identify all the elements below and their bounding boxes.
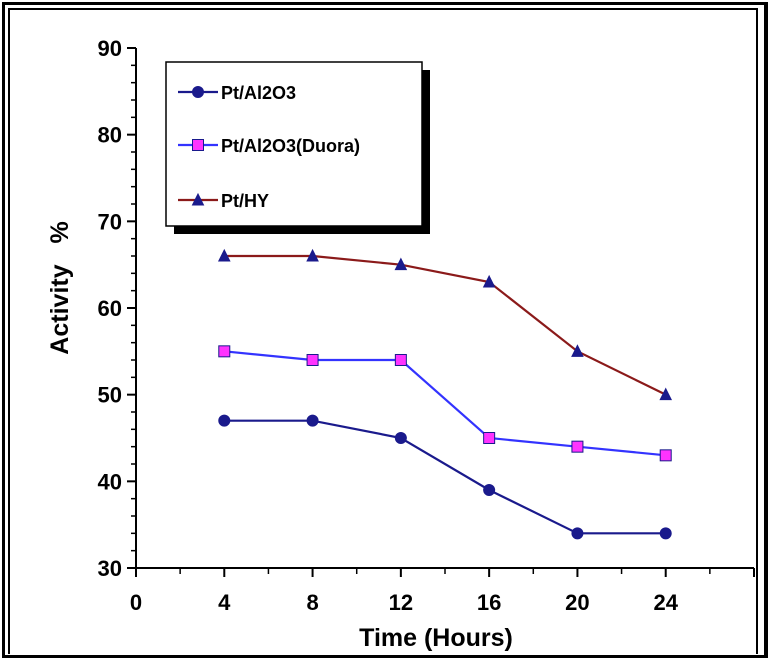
data-point bbox=[659, 387, 673, 401]
series-layer bbox=[217, 248, 673, 540]
series-pt-al2o3-duora bbox=[218, 345, 672, 462]
legend-item: Pt/Al2O3(Duora) bbox=[178, 136, 360, 156]
data-point bbox=[218, 345, 231, 358]
x-tick-label: 12 bbox=[389, 590, 413, 615]
axes: 30 40 50 60 70 80 90 0 4 8 12 16 20 24 bbox=[98, 36, 755, 615]
data-point bbox=[394, 257, 408, 271]
legend-marker bbox=[192, 86, 204, 98]
y-axis-title: Activity % bbox=[46, 221, 74, 354]
x-tick-label: 24 bbox=[653, 590, 678, 615]
y-tick-label: 30 bbox=[98, 556, 122, 581]
series-line bbox=[224, 254, 667, 396]
y-tick-label: 90 bbox=[98, 36, 122, 61]
series-pt-al2o3 bbox=[218, 414, 672, 540]
x-axis-title: Time (Hours) bbox=[359, 624, 513, 652]
data-point bbox=[483, 484, 496, 496]
chart-inner-frame bbox=[8, 8, 758, 654]
y-tick-label: 40 bbox=[98, 469, 122, 494]
legend: Pt/Al2O3 Pt/Al2O3(Duora) Pt/HY bbox=[165, 61, 430, 234]
data-point bbox=[482, 274, 496, 288]
x-tick-label: 0 bbox=[130, 590, 142, 615]
data-point bbox=[571, 344, 584, 357]
series-line bbox=[224, 419, 666, 535]
data-point bbox=[394, 354, 407, 366]
data-point bbox=[306, 248, 319, 262]
data-point bbox=[306, 354, 319, 366]
x-tick-label: 8 bbox=[306, 590, 318, 615]
legend-label: Pt/HY bbox=[221, 191, 269, 211]
legend-label: Pt/Al2O3 bbox=[221, 83, 296, 103]
data-point bbox=[217, 248, 231, 262]
legend-label: Pt/Al2O3(Duora) bbox=[221, 136, 360, 156]
data-point bbox=[394, 432, 407, 444]
legend-item: Pt/HY bbox=[178, 191, 269, 211]
series-pt-hy bbox=[217, 248, 673, 401]
x-tick-label: 16 bbox=[477, 590, 501, 615]
x-tick-label: 20 bbox=[565, 590, 589, 615]
y-tick-label: 60 bbox=[98, 296, 122, 321]
data-point bbox=[306, 414, 319, 427]
series-line bbox=[224, 350, 666, 457]
y-tick-label: 50 bbox=[98, 383, 122, 408]
data-point bbox=[218, 414, 231, 427]
legend-marker bbox=[191, 192, 205, 206]
legend-item: Pt/Al2O3 bbox=[178, 83, 296, 103]
y-tick-label: 80 bbox=[98, 123, 122, 148]
data-point bbox=[659, 527, 672, 540]
data-point bbox=[571, 527, 584, 540]
legend-marker bbox=[192, 139, 204, 151]
data-point bbox=[659, 449, 672, 462]
data-point bbox=[483, 432, 496, 444]
data-point bbox=[571, 440, 584, 453]
x-tick-label: 4 bbox=[218, 590, 231, 615]
y-tick-label: 70 bbox=[98, 209, 122, 234]
